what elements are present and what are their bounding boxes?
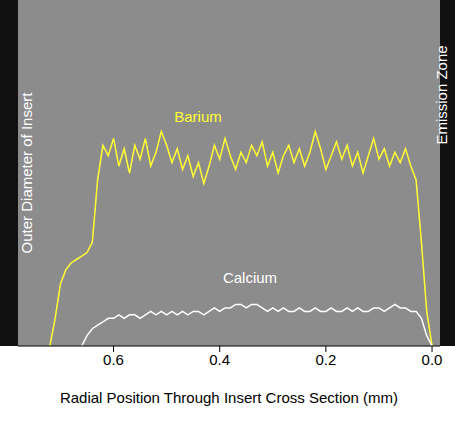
svg-text:0.6: 0.6 <box>103 351 124 368</box>
svg-text:Barium: Barium <box>174 108 222 125</box>
svg-text:Outer Diameter of Insert: Outer Diameter of Insert <box>18 92 35 254</box>
svg-text:Radial Position Through Insert: Radial Position Through Insert Cross Sec… <box>60 389 398 406</box>
svg-text:0.0: 0.0 <box>422 351 443 368</box>
svg-text:0.2: 0.2 <box>315 351 336 368</box>
svg-text:Calcium: Calcium <box>223 269 277 286</box>
svg-text:0.4: 0.4 <box>209 351 230 368</box>
svg-text:Emission Zone: Emission Zone <box>433 45 450 144</box>
